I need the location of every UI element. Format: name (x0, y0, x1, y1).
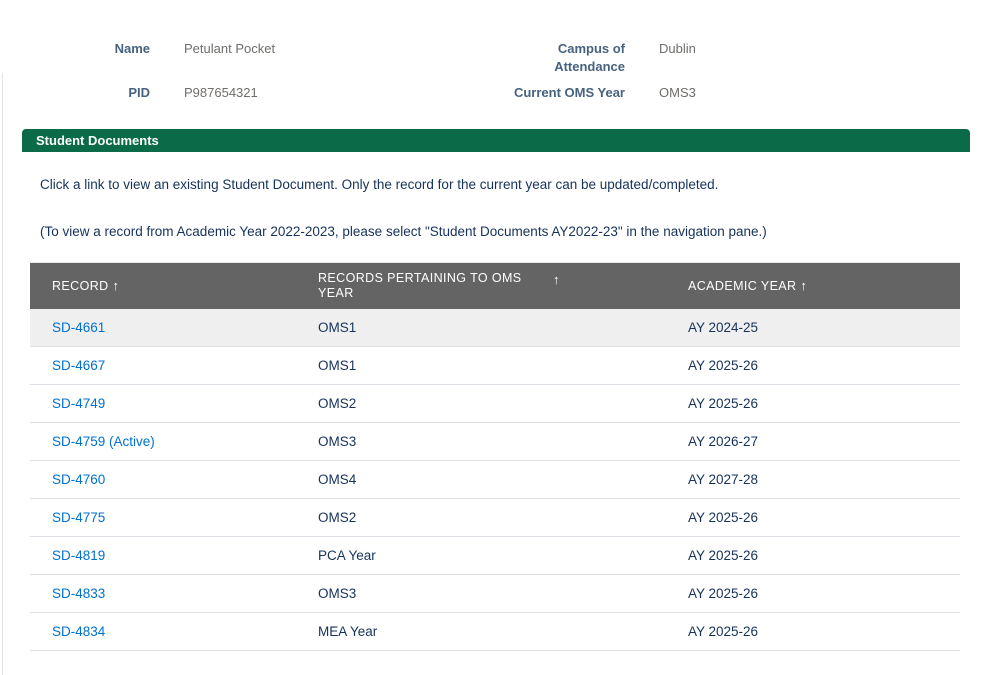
table-row: SD-4749 OMS2 AY 2025-26 (30, 384, 960, 423)
record-link[interactable]: SD-4775 (52, 510, 106, 525)
academic-year-cell: AY 2025-26 (666, 498, 960, 537)
detail-field-row: Current OMS Year OMS3 (495, 82, 970, 126)
field-value: OMS3 (659, 85, 696, 100)
field-label: Current OMS Year (513, 85, 625, 100)
academic-year-cell: AY 2025-26 (666, 612, 960, 651)
oms-year-cell: OMS3 (296, 422, 666, 461)
detail-field-row: Name Petulant Pocket (20, 38, 495, 82)
student-info-left-column: Name Petulant Pocket PID P987654321 (20, 38, 495, 126)
oms-year-cell: OMS2 (296, 498, 666, 537)
academic-year-cell: AY 2026-27 (666, 422, 960, 461)
instruction-line-2: (To view a record from Academic Year 202… (40, 224, 767, 239)
column-header-record[interactable]: RECORD ↑ (30, 262, 296, 309)
field-label: Campus of Attendance (554, 41, 625, 74)
instructions-block: Click a link to view an existing Student… (40, 176, 970, 241)
oms-year-cell: OMS2 (296, 384, 666, 423)
record-link[interactable]: SD-4661 (52, 319, 106, 335)
table-row: SD-4834 MEA Year AY 2025-26 (30, 612, 960, 651)
record-cell: SD-4759 (Active) (30, 422, 296, 461)
oms-year-cell: MEA Year (296, 612, 666, 651)
table-body: SD-4661 OMS1 AY 2024-25 SD-4667 OMS1 AY … (30, 308, 960, 651)
table-row: SD-4819 PCA Year AY 2025-26 (30, 536, 960, 575)
field-value: Dublin (659, 41, 696, 56)
section-header-student-documents: Student Documents (22, 129, 970, 152)
academic-year-cell: AY 2024-25 (666, 308, 960, 347)
record-link[interactable]: SD-4667 (52, 358, 106, 373)
academic-year-cell: AY 2025-26 (666, 574, 960, 613)
oms-year-cell: OMS3 (296, 574, 666, 613)
record-cell: SD-4661 (30, 308, 296, 347)
page-left-border (2, 73, 3, 675)
table-row: SD-4775 OMS2 AY 2025-26 (30, 498, 960, 537)
oms-year-cell: PCA Year (296, 536, 666, 575)
record-cell: SD-4775 (30, 498, 296, 537)
academic-year-cell: AY 2025-26 (666, 536, 960, 575)
academic-year-cell: AY 2025-26 (666, 384, 960, 423)
record-cell: SD-4749 (30, 384, 296, 423)
field-label: PID (128, 85, 150, 100)
sort-asc-icon: ↑ (553, 272, 560, 287)
record-link[interactable]: SD-4759 (Active) (52, 434, 155, 449)
table-row: SD-4661 OMS1 AY 2024-25 (30, 308, 960, 347)
record-cell: SD-4819 (30, 536, 296, 575)
field-label: Name (114, 41, 150, 56)
oms-year-cell: OMS4 (296, 460, 666, 499)
table-row: SD-4760 OMS4 AY 2027-28 (30, 460, 960, 499)
table-row: SD-4759 (Active) OMS3 AY 2026-27 (30, 422, 960, 461)
record-cell: SD-4667 (30, 346, 296, 385)
student-info-right-column: Campus of Attendance Dublin Current OMS … (495, 38, 970, 126)
table-row: SD-4667 OMS1 AY 2025-26 (30, 346, 960, 385)
sort-asc-icon: ↑ (800, 277, 808, 293)
record-cell: SD-4833 (30, 574, 296, 613)
sort-asc-icon: ↑ (112, 277, 120, 293)
record-cell: SD-4834 (30, 612, 296, 651)
record-link[interactable]: SD-4833 (52, 586, 106, 601)
record-cell: SD-4760 (30, 460, 296, 499)
record-link[interactable]: SD-4819 (52, 548, 106, 563)
student-documents-table: RECORD ↑ RECORDS PERTAINING TO OMS YEAR … (30, 262, 960, 651)
column-header-label: ACADEMIC YEAR (688, 278, 797, 293)
detail-field-row: PID P987654321 (20, 82, 495, 126)
record-link[interactable]: SD-4760 (52, 472, 106, 487)
field-value: P987654321 (184, 85, 258, 100)
instruction-line-1: Click a link to view an existing Student… (40, 177, 719, 192)
oms-year-cell: OMS1 (296, 346, 666, 385)
student-info-section: Name Petulant Pocket PID P987654321 Camp… (20, 38, 970, 126)
field-value: Petulant Pocket (184, 41, 276, 56)
table-header: RECORD ↑ RECORDS PERTAINING TO OMS YEAR … (30, 262, 960, 309)
column-header-academic-year[interactable]: ACADEMIC YEAR ↑ (666, 262, 960, 309)
record-link[interactable]: SD-4749 (52, 396, 106, 411)
record-link[interactable]: SD-4834 (52, 624, 106, 639)
oms-year-cell: OMS1 (296, 308, 666, 347)
column-header-label: RECORD (52, 278, 109, 293)
detail-field-row: Campus of Attendance Dublin (495, 38, 970, 82)
column-header-records-pertaining-to-oms-year[interactable]: RECORDS PERTAINING TO OMS YEAR ↑ (296, 262, 666, 309)
column-header-label: RECORDS PERTAINING TO OMS YEAR (318, 270, 522, 300)
academic-year-cell: AY 2025-26 (666, 346, 960, 385)
table-row: SD-4833 OMS3 AY 2025-26 (30, 574, 960, 613)
academic-year-cell: AY 2027-28 (666, 460, 960, 499)
